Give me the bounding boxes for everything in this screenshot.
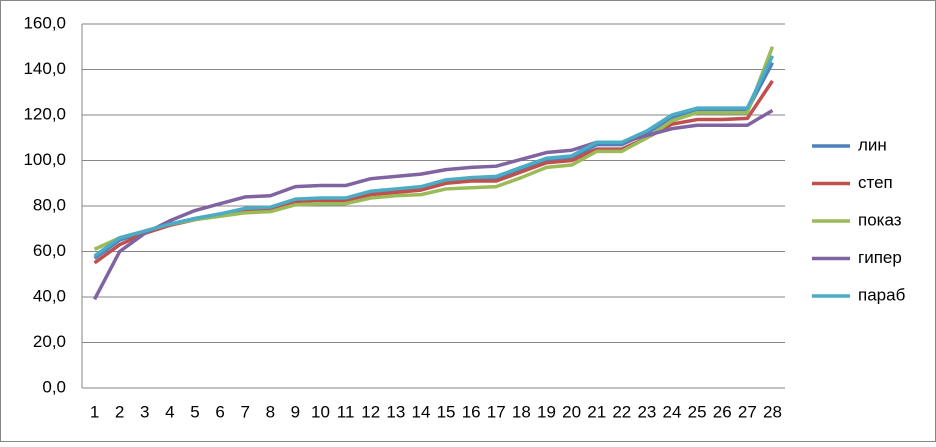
x-tick-label: 5 <box>190 402 199 421</box>
y-tick-label: 20,0 <box>33 332 66 351</box>
x-tick-label: 9 <box>291 402 300 421</box>
x-tick-label: 18 <box>512 402 531 421</box>
x-tick-label: 17 <box>487 402 506 421</box>
series-line <box>93 55 775 258</box>
legend-label: степ <box>858 173 893 192</box>
x-tick-label: 26 <box>713 402 732 421</box>
x-tick-label: 14 <box>411 402 430 421</box>
x-tick-label: 27 <box>738 402 757 421</box>
x-tick-label: 28 <box>763 402 782 421</box>
x-tick-label: 7 <box>240 402 249 421</box>
x-tick-label: 23 <box>637 402 656 421</box>
y-tick-label: 40,0 <box>33 286 66 305</box>
x-tick-label: 11 <box>337 402 355 421</box>
x-tick-label: 16 <box>462 402 481 421</box>
x-tick-label: 12 <box>361 402 380 421</box>
legend-label: параб <box>858 285 906 304</box>
x-tick-label: 8 <box>266 402 275 421</box>
x-tick-label: 10 <box>311 402 330 421</box>
x-tick-label: 19 <box>537 402 556 421</box>
y-tick-label: 120,0 <box>23 104 66 123</box>
x-tick-label: 22 <box>612 402 631 421</box>
y-tick-label: 100,0 <box>23 150 66 169</box>
x-tick-label: 4 <box>165 402 174 421</box>
y-tick-label: 140,0 <box>23 59 66 78</box>
x-tick-label: 3 <box>140 402 149 421</box>
x-tick-label: 15 <box>437 402 456 421</box>
legend-label: лин <box>858 135 887 154</box>
series-line <box>93 108 774 301</box>
x-tick-label: 1 <box>90 402 99 421</box>
x-tick-label: 24 <box>663 402 682 421</box>
x-tick-label: 13 <box>386 402 405 421</box>
x-tick-label: 20 <box>562 402 581 421</box>
y-tick-label: 80,0 <box>33 195 66 214</box>
x-tick-label: 21 <box>587 402 606 421</box>
y-tick-label: 160,0 <box>23 13 66 32</box>
y-tick-label: 60,0 <box>33 241 66 260</box>
x-tick-label: 6 <box>215 402 224 421</box>
x-tick-label: 25 <box>688 402 707 421</box>
legend-label: показ <box>858 210 902 229</box>
legend-label: гипер <box>858 248 902 267</box>
y-tick-label: 0,0 <box>42 377 66 396</box>
x-tick-label: 2 <box>115 402 124 421</box>
